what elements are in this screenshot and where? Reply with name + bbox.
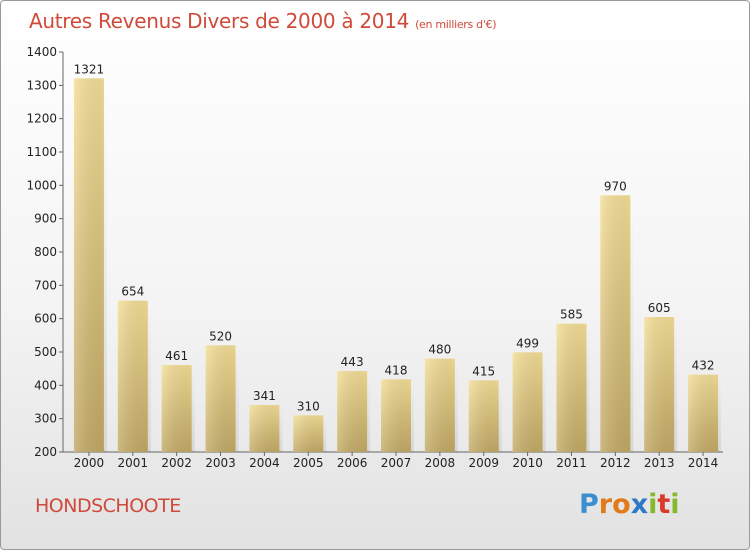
x-tick-label: 2012	[600, 456, 631, 470]
bar-value-label: 970	[604, 179, 627, 193]
bar-highlight	[556, 323, 587, 452]
y-tick-label: 1000	[26, 178, 57, 192]
chart-title-text: Autres Revenus Divers de 2000 à 2014	[29, 9, 410, 33]
logo-letter: i	[670, 489, 680, 520]
x-tick-label: 2010	[512, 456, 543, 470]
bar-highlight	[688, 374, 719, 452]
logo-letter: P	[579, 489, 599, 520]
bar-value-label: 520	[209, 329, 232, 343]
bar-highlight	[424, 358, 455, 452]
x-tick-label: 2014	[688, 456, 719, 470]
y-tick-label: 1300	[26, 78, 57, 92]
chart-title: Autres Revenus Divers de 2000 à 2014 (en …	[29, 9, 497, 33]
bar-highlight	[468, 380, 499, 452]
y-tick-label: 800	[34, 245, 57, 259]
bar-highlight	[73, 78, 104, 452]
bar-highlight	[512, 352, 543, 452]
bar-highlight	[117, 300, 148, 452]
x-tick-label: 2002	[161, 456, 192, 470]
x-tick-label: 2007	[381, 456, 412, 470]
y-tick-label: 1100	[26, 145, 57, 159]
axes: 200 300 400 500 600 700 800 900 1000 1100 1200 1300…	[26, 45, 723, 470]
bar-value-label: 461	[165, 349, 188, 363]
bar-value-label: 310	[297, 399, 320, 413]
y-tick-label: 300	[34, 412, 57, 426]
y-tick-label: 400	[34, 378, 57, 392]
bar-value-label: 418	[385, 363, 408, 377]
bars: 1321 654 461 520 341 310 443 418 480 415 499 585 970…	[73, 62, 722, 453]
x-tick-label: 2009	[468, 456, 499, 470]
bar-value-label: 585	[560, 308, 583, 322]
y-tick-label: 500	[34, 345, 57, 359]
logo-letter: i	[648, 489, 658, 520]
bar-highlight	[337, 371, 368, 452]
bar-highlight	[249, 405, 280, 452]
bar-value-label: 605	[648, 301, 671, 315]
x-tick-label: 2001	[118, 456, 149, 470]
bar-highlight	[381, 379, 411, 452]
y-tick-label: 600	[34, 312, 57, 326]
bar-value-label: 415	[472, 364, 495, 378]
bar-value-label: 432	[692, 359, 715, 373]
logo-letter: r	[598, 489, 613, 520]
city-name: HONDSCHOOTE	[35, 495, 181, 517]
y-tick-label: 700	[34, 278, 57, 292]
bar-highlight	[161, 365, 192, 452]
bar-highlight	[644, 317, 675, 452]
bar-highlight	[600, 195, 631, 453]
bar-highlight	[293, 415, 324, 452]
bar-value-label: 480	[428, 343, 451, 357]
x-tick-label: 2013	[644, 456, 675, 470]
x-tick-label: 2005	[293, 456, 324, 470]
proxiti-logo: Proxiti	[579, 489, 680, 520]
chart-title-unit: (en milliers d'€)	[415, 18, 497, 31]
x-tick-label: 2011	[556, 456, 587, 470]
y-tick-label: 1400	[26, 45, 57, 59]
logo-letter: x	[630, 489, 649, 520]
x-tick-label: 2004	[249, 456, 280, 470]
bar-highlight	[205, 345, 236, 452]
y-tick-label: 1200	[26, 112, 57, 126]
bar-value-label: 654	[121, 285, 144, 299]
x-tick-label: 2003	[205, 456, 236, 470]
bar-value-label: 499	[516, 336, 539, 350]
logo-letter: o	[612, 489, 631, 520]
bar-value-label: 341	[253, 389, 276, 403]
bar-value-label: 443	[341, 355, 364, 369]
x-tick-label: 2008	[425, 456, 456, 470]
x-tick-label: 2006	[337, 456, 368, 470]
x-tick-label: 2000	[74, 456, 105, 470]
logo-letter: t	[657, 489, 671, 520]
y-tick-label: 200	[34, 445, 57, 459]
bar-value-label: 1321	[74, 62, 105, 76]
y-tick-label: 900	[34, 212, 57, 226]
